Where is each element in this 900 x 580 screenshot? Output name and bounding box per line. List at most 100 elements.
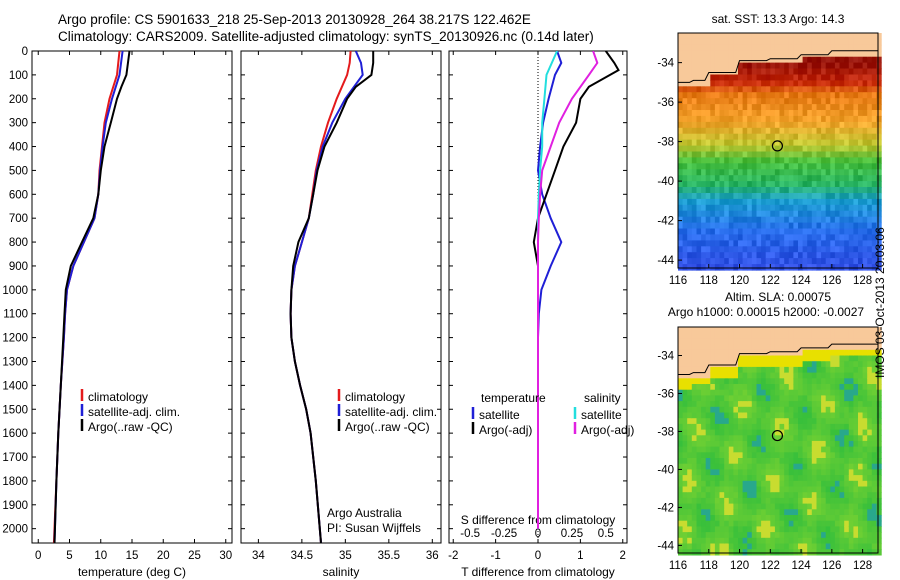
- map-cell: [733, 412, 739, 419]
- map-cell: [853, 169, 859, 176]
- map-cell: [724, 503, 730, 510]
- map-cell: [871, 378, 877, 385]
- map-cell: [747, 332, 753, 339]
- map-cell: [834, 204, 841, 212]
- map-cell: [848, 406, 854, 414]
- map-cell: [802, 98, 808, 105]
- map-cell: [761, 74, 767, 81]
- map-cell: [825, 258, 831, 265]
- map-cell: [862, 80, 868, 87]
- map-cell: [798, 240, 804, 247]
- map-cell: [701, 216, 707, 224]
- map-cell: [747, 33, 753, 40]
- map-cell: [848, 193, 854, 200]
- map-cell: [678, 151, 684, 158]
- map-cell: [793, 68, 799, 75]
- map-cell: [761, 338, 767, 345]
- map-cell: [701, 198, 707, 206]
- map-cell: [876, 327, 882, 334]
- map-cell: [834, 435, 841, 442]
- map-cell: [821, 145, 827, 153]
- map-cell: [678, 429, 684, 436]
- map-cell: [765, 104, 771, 111]
- map-cell: [691, 157, 697, 164]
- map-cell: [858, 139, 864, 147]
- map-cell: [687, 349, 693, 357]
- map-cell: [770, 198, 776, 206]
- map-cell: [733, 515, 739, 522]
- map-cell: [724, 418, 730, 425]
- map-cell: [876, 33, 882, 40]
- map-cell: [765, 258, 771, 265]
- map-cell: [747, 50, 753, 58]
- map-cell: [701, 344, 707, 351]
- map-cell: [710, 240, 716, 247]
- map-cell: [871, 234, 877, 241]
- map-cell: [719, 486, 725, 493]
- map-cell: [834, 98, 841, 105]
- map-cell: [687, 469, 693, 476]
- map-cell: [834, 366, 841, 374]
- map-cell: [807, 204, 813, 212]
- map-cell: [802, 537, 808, 545]
- map-cell: [848, 258, 854, 265]
- map-cell: [770, 56, 776, 64]
- map-cell: [724, 537, 730, 545]
- map-cell: [784, 440, 790, 448]
- y-tick-label: 1000: [2, 285, 28, 297]
- map-cell: [765, 440, 771, 448]
- map-cell: [802, 151, 808, 158]
- map-cell: [858, 378, 864, 385]
- map-cell: [747, 258, 753, 265]
- map-cell: [848, 497, 854, 505]
- map-cell: [738, 406, 744, 414]
- map-cell: [871, 240, 877, 247]
- map-cell: [774, 56, 781, 64]
- map-cell: [825, 361, 831, 368]
- legend-label: climatology: [88, 390, 148, 404]
- map-cell: [696, 104, 702, 111]
- map-cell: [853, 228, 859, 235]
- map-cell: [834, 549, 841, 556]
- map-cell: [761, 246, 767, 253]
- map-cell: [825, 127, 831, 135]
- map-cell: [839, 133, 845, 141]
- map-cell: [839, 327, 845, 334]
- map-cell: [770, 492, 776, 499]
- map-cell: [747, 366, 753, 374]
- map-cell: [798, 446, 804, 453]
- map-cell: [853, 139, 859, 147]
- map-cell: [770, 210, 776, 218]
- map-cell: [811, 115, 817, 123]
- map-cell: [876, 469, 882, 476]
- map-cell: [710, 458, 716, 465]
- map-cell: [682, 68, 688, 75]
- map-cell: [853, 463, 859, 470]
- map-cell: [728, 509, 734, 516]
- map-cell: [696, 151, 702, 158]
- map-cell: [696, 384, 702, 391]
- map-cell: [793, 246, 799, 253]
- map-cell: [678, 532, 684, 539]
- map-cell: [714, 401, 721, 408]
- map-cell: [747, 423, 753, 431]
- map-cell: [844, 86, 850, 93]
- map-cell: [811, 515, 817, 522]
- map-cell: [724, 33, 730, 40]
- map-cell: [696, 264, 702, 271]
- map-cell: [747, 204, 753, 212]
- map-cell: [798, 163, 804, 170]
- map-cell: [807, 332, 813, 339]
- map-cell: [830, 469, 836, 476]
- map-cell: [765, 526, 771, 533]
- map-cell: [705, 92, 711, 99]
- map-cell: [701, 33, 707, 40]
- map-cell: [821, 222, 827, 230]
- map-cell: [751, 216, 757, 224]
- map-cell: [834, 497, 841, 505]
- map-cell: [798, 332, 804, 339]
- map-cell: [682, 440, 688, 448]
- map-cell: [816, 145, 822, 153]
- map-cell: [839, 151, 845, 158]
- map-cell: [724, 372, 730, 379]
